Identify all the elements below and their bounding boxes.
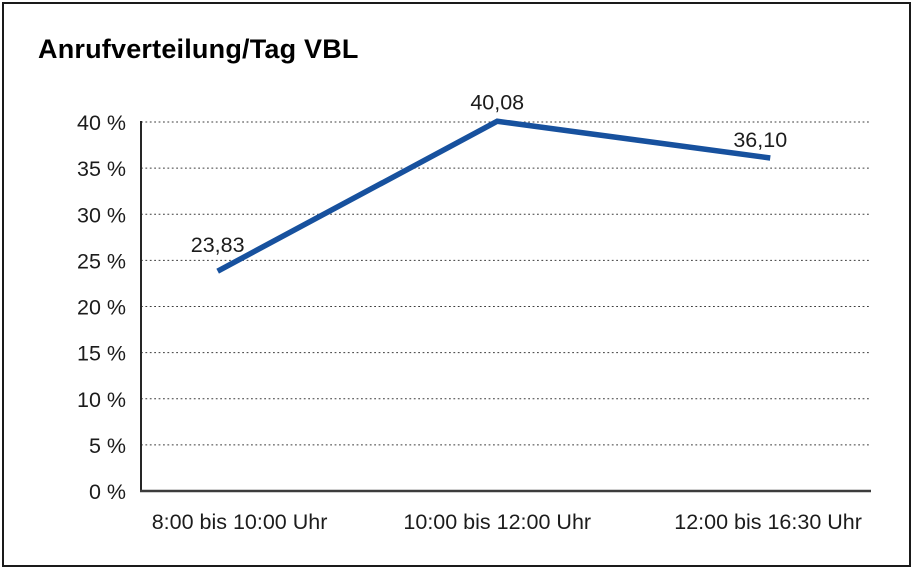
y-tick-label: 5 % bbox=[89, 434, 126, 458]
chart-frame: Anrufverteilung/Tag VBL 0 % 5 % 10 % 15 % 20… bbox=[2, 2, 911, 567]
data-point-label: 40,08 bbox=[470, 90, 524, 114]
data-point-label: 23,83 bbox=[191, 233, 245, 257]
chart-title: Anrufverteilung/Tag VBL bbox=[38, 34, 359, 64]
y-tick-label: 35 % bbox=[77, 157, 126, 181]
y-tick-label: 0 % bbox=[89, 480, 126, 504]
y-tick-label: 20 % bbox=[77, 296, 126, 320]
y-tick-label: 40 % bbox=[77, 111, 126, 135]
x-category-label: 12:00 bis 16:30 Uhr bbox=[674, 510, 862, 534]
data-point-label: 36,10 bbox=[733, 128, 787, 152]
y-tick-label: 25 % bbox=[77, 249, 126, 273]
y-tick-label: 10 % bbox=[77, 388, 126, 412]
x-category-label: 8:00 bis 10:00 Uhr bbox=[152, 510, 328, 534]
y-tick-label: 30 % bbox=[77, 203, 126, 227]
x-category-label: 10:00 bis 12:00 Uhr bbox=[403, 510, 591, 534]
data-line-series bbox=[216, 118, 771, 274]
y-tick-label: 15 % bbox=[77, 342, 126, 366]
